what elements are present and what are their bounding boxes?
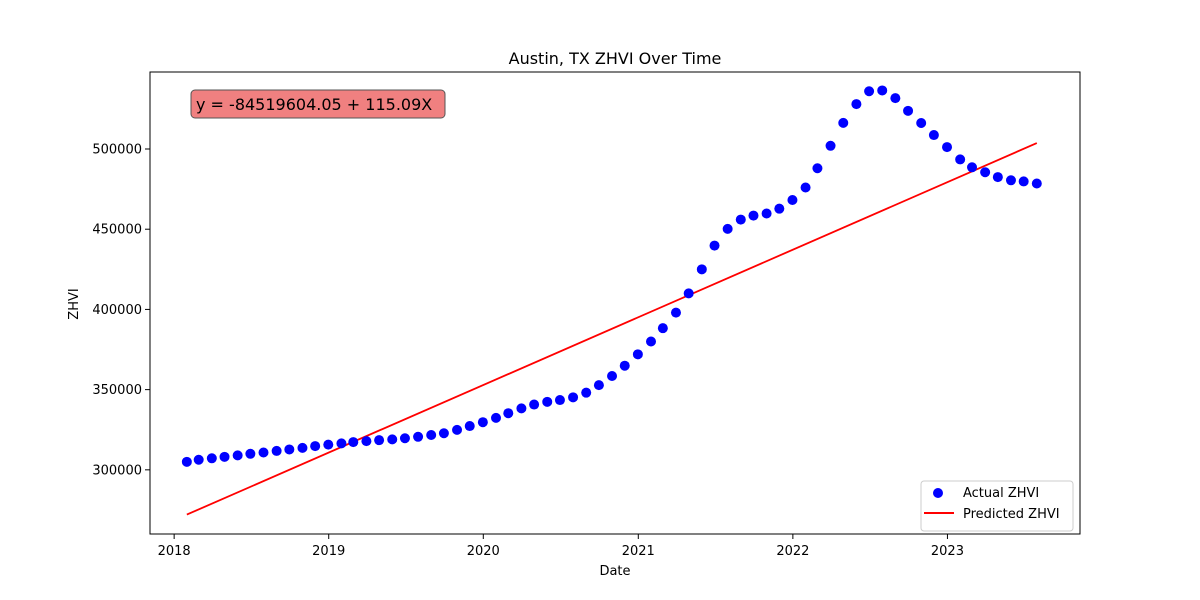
legend-label-predicted: Predicted ZHVI bbox=[963, 507, 1060, 522]
data-point bbox=[722, 223, 733, 234]
data-point bbox=[709, 240, 720, 251]
data-point bbox=[181, 456, 192, 467]
data-point bbox=[219, 451, 230, 462]
x-tick-label: 2020 bbox=[467, 544, 500, 559]
equation-annotation: y = -84519604.05 + 115.09X bbox=[190, 89, 446, 119]
data-point bbox=[645, 336, 656, 347]
data-point bbox=[825, 140, 836, 151]
y-axis: 300000 350000 400000 450000 500000 bbox=[92, 143, 150, 478]
data-point bbox=[735, 214, 746, 225]
data-point bbox=[761, 208, 772, 219]
x-tick-label: 2023 bbox=[931, 544, 964, 559]
legend-frame bbox=[920, 480, 1074, 532]
data-point bbox=[336, 438, 347, 449]
data-point bbox=[657, 323, 668, 334]
data-point bbox=[297, 442, 308, 453]
data-point bbox=[193, 454, 204, 465]
y-tick-label: 450000 bbox=[92, 223, 142, 238]
plot-area bbox=[149, 71, 1081, 535]
data-point bbox=[1031, 178, 1042, 189]
equation-text: y = -84519604.05 + 115.09X bbox=[196, 95, 432, 114]
data-point bbox=[748, 210, 759, 221]
data-point bbox=[787, 195, 798, 206]
x-axis-title: Date bbox=[599, 564, 630, 579]
data-point bbox=[696, 264, 707, 275]
x-tick-label: 2021 bbox=[622, 544, 655, 559]
legend-label-actual: Actual ZHVI bbox=[963, 486, 1039, 501]
data-point bbox=[916, 118, 927, 129]
data-point bbox=[903, 105, 914, 116]
data-point bbox=[838, 117, 849, 128]
data-point bbox=[464, 421, 475, 432]
data-point bbox=[877, 85, 888, 96]
y-tick-label: 350000 bbox=[92, 383, 142, 398]
data-point bbox=[348, 437, 359, 448]
data-point bbox=[387, 434, 398, 445]
data-point bbox=[206, 453, 217, 464]
data-point bbox=[942, 142, 953, 153]
y-tick-label: 300000 bbox=[92, 463, 142, 478]
chart-title: Austin, TX ZHVI Over Time bbox=[509, 49, 722, 68]
data-point bbox=[992, 172, 1003, 183]
data-point bbox=[503, 408, 514, 419]
data-point bbox=[361, 436, 372, 447]
data-point bbox=[245, 448, 256, 459]
data-point bbox=[967, 162, 978, 173]
data-point bbox=[477, 417, 488, 428]
data-point bbox=[438, 428, 449, 439]
data-point bbox=[310, 441, 321, 452]
data-point bbox=[774, 203, 785, 214]
data-point bbox=[864, 86, 875, 97]
data-point bbox=[632, 349, 643, 360]
data-point bbox=[593, 380, 604, 391]
data-point bbox=[619, 360, 630, 371]
data-point bbox=[955, 154, 966, 165]
data-point bbox=[529, 399, 540, 410]
data-point bbox=[670, 307, 681, 318]
data-point bbox=[607, 370, 618, 381]
x-tick-label: 2019 bbox=[312, 544, 345, 559]
data-point bbox=[890, 93, 901, 104]
data-point bbox=[271, 445, 282, 456]
data-point bbox=[1005, 175, 1016, 186]
x-tick-label: 2018 bbox=[158, 544, 191, 559]
y-tick-label: 500000 bbox=[92, 143, 142, 158]
legend: Actual ZHVI Predicted ZHVI bbox=[920, 480, 1074, 532]
data-point bbox=[258, 447, 269, 458]
data-point bbox=[452, 424, 463, 435]
data-point bbox=[284, 444, 295, 455]
data-point bbox=[554, 395, 565, 406]
regression-line bbox=[186, 142, 1038, 516]
data-point bbox=[542, 396, 553, 407]
data-point bbox=[851, 99, 862, 110]
data-point bbox=[800, 182, 811, 193]
data-point bbox=[374, 435, 385, 446]
x-axis: 2018 2019 2020 2021 2022 2023 bbox=[158, 534, 964, 559]
data-point bbox=[683, 288, 694, 299]
data-point bbox=[413, 431, 424, 442]
data-point bbox=[323, 439, 334, 450]
data-point bbox=[516, 403, 527, 414]
y-axis-title: ZHVI bbox=[67, 288, 82, 319]
x-tick-label: 2022 bbox=[776, 544, 809, 559]
data-point bbox=[581, 387, 592, 398]
data-point bbox=[232, 450, 243, 461]
series-predicted-zhvi bbox=[186, 142, 1038, 516]
y-tick-label: 400000 bbox=[92, 303, 142, 318]
equation-box bbox=[190, 89, 446, 119]
data-point bbox=[490, 412, 501, 423]
data-point bbox=[980, 167, 991, 178]
data-point bbox=[568, 392, 579, 403]
legend-marker-actual bbox=[933, 488, 943, 498]
series-actual-zhvi bbox=[181, 85, 1042, 467]
data-point bbox=[426, 430, 437, 441]
data-point bbox=[399, 433, 410, 444]
data-point bbox=[928, 130, 939, 141]
plot-frame bbox=[149, 71, 1081, 535]
data-point bbox=[1018, 176, 1029, 187]
data-point bbox=[812, 163, 823, 174]
